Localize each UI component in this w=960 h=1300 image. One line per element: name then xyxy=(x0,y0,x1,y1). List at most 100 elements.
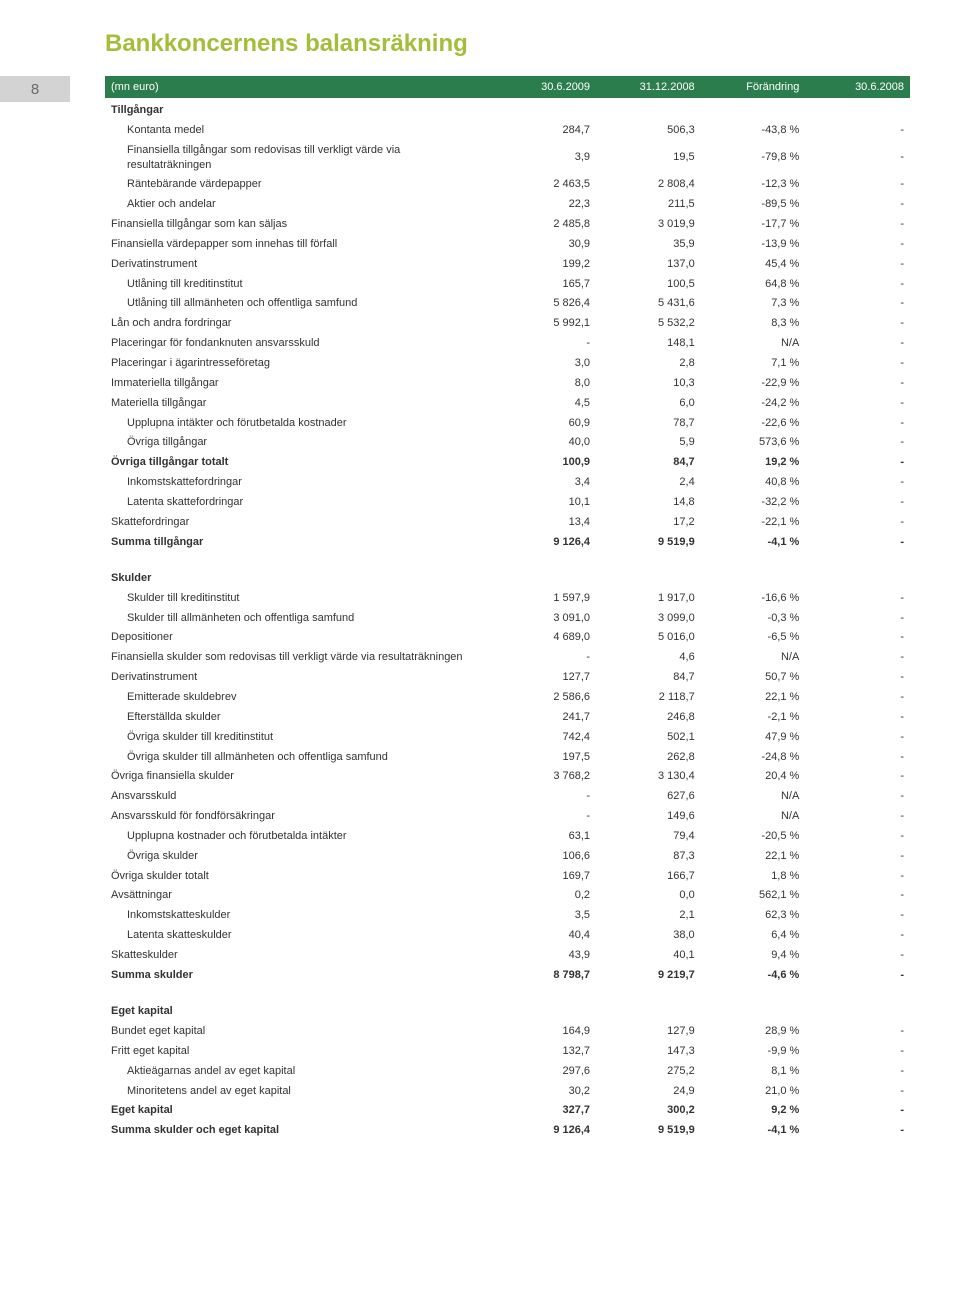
value-col1: 4 689,0 xyxy=(491,628,596,648)
value-change: 9,2 % xyxy=(701,1101,806,1121)
table-row: Lån och andra fordringar5 992,15 532,28,… xyxy=(105,314,910,334)
value-change: -24,8 % xyxy=(701,747,806,767)
table-row: Inkomstskatteskulder3,52,162,3 %- xyxy=(105,906,910,926)
value-col1: 197,5 xyxy=(491,747,596,767)
value-col4: - xyxy=(805,314,910,334)
value-col2: 5 431,6 xyxy=(596,294,701,314)
value-change: -4,1 % xyxy=(701,1121,806,1141)
value-col1: 3,9 xyxy=(491,140,596,175)
value-col1: 60,9 xyxy=(491,413,596,433)
row-label: Summa skulder och eget kapital xyxy=(105,1121,491,1141)
value-change: 21,0 % xyxy=(701,1081,806,1101)
value-col4: - xyxy=(805,175,910,195)
table-row: Övriga skulder till kreditinstitut742,45… xyxy=(105,727,910,747)
value-change: -12,3 % xyxy=(701,175,806,195)
value-col4: - xyxy=(805,866,910,886)
value-col1: 297,6 xyxy=(491,1061,596,1081)
value-change: 64,8 % xyxy=(701,274,806,294)
row-label: Aktier och andelar xyxy=(105,195,491,215)
value-col2: 246,8 xyxy=(596,707,701,727)
value-col2: 275,2 xyxy=(596,1061,701,1081)
value-col1: 3 768,2 xyxy=(491,767,596,787)
row-label: Summa tillgångar xyxy=(105,532,491,552)
table-row: Aktieägarnas andel av eget kapital297,62… xyxy=(105,1061,910,1081)
header-col4: 30.6.2008 xyxy=(805,76,910,98)
section-caption: Skulder xyxy=(105,566,910,588)
value-col1: 30,2 xyxy=(491,1081,596,1101)
row-label: Bundet eget kapital xyxy=(105,1021,491,1041)
value-change: -9,9 % xyxy=(701,1041,806,1061)
value-col1: - xyxy=(491,807,596,827)
table-row: Derivatinstrument199,2137,045,4 %- xyxy=(105,254,910,274)
value-col4: - xyxy=(805,608,910,628)
balance-sheet-table: (mn euro) 30.6.2009 31.12.2008 Förändrin… xyxy=(105,76,910,1141)
row-label: Lån och andra fordringar xyxy=(105,314,491,334)
value-change: -17,7 % xyxy=(701,215,806,235)
value-col2: 2 118,7 xyxy=(596,687,701,707)
value-change: 6,4 % xyxy=(701,926,806,946)
value-col1: 742,4 xyxy=(491,727,596,747)
table-row: Ansvarsskuld-627,6N/A- xyxy=(105,787,910,807)
row-label: Ansvarsskuld xyxy=(105,787,491,807)
value-col4: - xyxy=(805,1021,910,1041)
table-row: Upplupna kostnader och förutbetalda intä… xyxy=(105,826,910,846)
value-change: 573,6 % xyxy=(701,433,806,453)
value-col1: 284,7 xyxy=(491,120,596,140)
value-col1: 3,0 xyxy=(491,353,596,373)
value-col4: - xyxy=(805,453,910,473)
value-col4: - xyxy=(805,334,910,354)
table-row: Summa skulder8 798,79 219,7-4,6 %- xyxy=(105,965,910,985)
value-change: -0,3 % xyxy=(701,608,806,628)
row-label: Utlåning till allmänheten och offentliga… xyxy=(105,294,491,314)
table-row: Utlåning till allmänheten och offentliga… xyxy=(105,294,910,314)
value-change: -4,1 % xyxy=(701,532,806,552)
value-col1: - xyxy=(491,648,596,668)
value-col1: 4,5 xyxy=(491,393,596,413)
row-label: Materiella tillgångar xyxy=(105,393,491,413)
row-label: Finansiella tillgångar som kan säljas xyxy=(105,215,491,235)
table-row: Skulder till allmänheten och offentliga … xyxy=(105,608,910,628)
row-label: Eget kapital xyxy=(105,1101,491,1121)
table-row: Inkomstskattefordringar3,42,440,8 %- xyxy=(105,473,910,493)
value-col1: 22,3 xyxy=(491,195,596,215)
row-label: Placeringar i ägarintresseföretag xyxy=(105,353,491,373)
row-label: Minoritetens andel av eget kapital xyxy=(105,1081,491,1101)
value-col2: 3 019,9 xyxy=(596,215,701,235)
value-col1: 106,6 xyxy=(491,846,596,866)
table-row: Övriga skulder till allmänheten och offe… xyxy=(105,747,910,767)
value-col4: - xyxy=(805,767,910,787)
table-row: Summa skulder och eget kapital9 126,49 5… xyxy=(105,1121,910,1141)
table-row: Derivatinstrument127,784,750,7 %- xyxy=(105,668,910,688)
value-col1: - xyxy=(491,787,596,807)
value-col2: 2,8 xyxy=(596,353,701,373)
table-row: Minoritetens andel av eget kapital30,224… xyxy=(105,1081,910,1101)
row-label: Summa skulder xyxy=(105,965,491,985)
value-change: 50,7 % xyxy=(701,668,806,688)
value-col1: 2 586,6 xyxy=(491,687,596,707)
table-row: Latenta skattefordringar10,114,8-32,2 %- xyxy=(105,492,910,512)
section-caption: Eget kapital xyxy=(105,999,910,1021)
value-col4: - xyxy=(805,1101,910,1121)
value-col1: 8 798,7 xyxy=(491,965,596,985)
row-label: Derivatinstrument xyxy=(105,254,491,274)
row-label: Finansiella skulder som redovisas till v… xyxy=(105,648,491,668)
value-col1: 132,7 xyxy=(491,1041,596,1061)
table-row: Finansiella tillgångar som redovisas til… xyxy=(105,140,910,175)
value-col2: 2,4 xyxy=(596,473,701,493)
value-col4: - xyxy=(805,707,910,727)
value-col1: 40,0 xyxy=(491,433,596,453)
value-col2: 3 130,4 xyxy=(596,767,701,787)
value-col4: - xyxy=(805,648,910,668)
value-col4: - xyxy=(805,588,910,608)
value-col4: - xyxy=(805,727,910,747)
value-col4: - xyxy=(805,747,910,767)
row-label: Övriga tillgångar xyxy=(105,433,491,453)
table-row: Materiella tillgångar4,56,0-24,2 %- xyxy=(105,393,910,413)
value-col1: 199,2 xyxy=(491,254,596,274)
value-change: 8,3 % xyxy=(701,314,806,334)
table-row: Bundet eget kapital164,9127,928,9 %- xyxy=(105,1021,910,1041)
value-col2: 127,9 xyxy=(596,1021,701,1041)
table-row: Finansiella skulder som redovisas till v… xyxy=(105,648,910,668)
value-col4: - xyxy=(805,1121,910,1141)
value-col1: 3,4 xyxy=(491,473,596,493)
